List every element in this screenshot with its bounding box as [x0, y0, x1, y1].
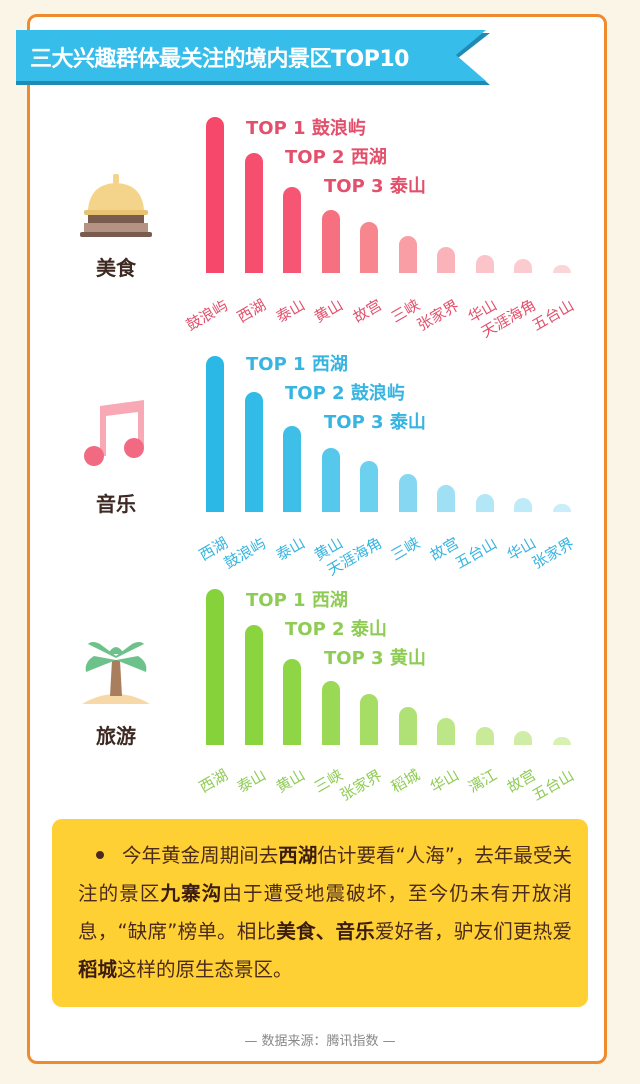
bar-food-4 [321, 210, 340, 273]
bar-music-6 [398, 474, 417, 512]
bar-travel-4 [321, 681, 340, 745]
note-text-segment: 估计要看“人海”，去年最受关注的景区 [78, 844, 572, 905]
top-rank-label-3: TOP 3 泰山 [324, 176, 426, 197]
bar-travel-10 [552, 737, 571, 745]
highlight-text: 稻城 [78, 958, 118, 981]
category-label-travel: 旅游 [96, 724, 136, 748]
bar-food-2 [244, 153, 263, 273]
title-banner: 三大兴趣群体最关注的境内景区TOP10 [16, 30, 490, 85]
top-rank-label-1: TOP 1 鼓浪屿 [246, 118, 366, 139]
bar-music-2 [244, 392, 263, 512]
bar-music-9 [514, 498, 532, 512]
bar-music-4 [321, 448, 340, 512]
top-rank-label-2: TOP 2 鼓浪屿 [285, 383, 405, 404]
bar-music-5 [360, 461, 378, 512]
top-rank-label-2: TOP 2 泰山 [285, 619, 387, 640]
page-title: 三大兴趣群体最关注的境内景区TOP10 [30, 47, 409, 72]
palm-tree-icon [78, 634, 154, 710]
bar-travel-6 [398, 707, 417, 745]
bar-travel-8 [475, 727, 494, 745]
bar-food-1 [206, 117, 224, 273]
service-bell-icon [78, 170, 154, 246]
bar-travel-3 [283, 659, 301, 745]
ribbon-shape [16, 30, 490, 85]
summary-note: 今年黄金周期间去西湖估计要看“人海”，去年最受关注的景区九寨沟由于遭受地震破坏，… [52, 819, 588, 1007]
bar-music-1 [206, 356, 224, 512]
bar-music-3 [283, 426, 301, 512]
note-text-segment: 今年黄金周期间去 [122, 844, 279, 867]
top-rank-label-3: TOP 3 泰山 [324, 412, 426, 433]
bar-music-8 [475, 494, 494, 512]
bar-food-3 [283, 187, 301, 273]
music-note-icon [78, 396, 154, 472]
bar-travel-9 [514, 731, 532, 745]
bar-music-10 [552, 504, 571, 512]
note-text-segment: 这样的原生态景区。 [117, 958, 293, 981]
data-source: — 数据来源：腾讯指数 — [244, 1034, 396, 1049]
summary-text: 今年黄金周期间去西湖估计要看“人海”，去年最受关注的景区九寨沟由于遭受地震破坏，… [78, 837, 572, 989]
top-rank-label-2: TOP 2 西湖 [285, 147, 387, 168]
bar-music-7 [437, 485, 455, 512]
bar-travel-1 [206, 589, 224, 745]
bar-food-9 [514, 259, 532, 273]
bar-food-5 [360, 222, 378, 273]
bar-travel-2 [244, 625, 263, 745]
top-rank-label-1: TOP 1 西湖 [246, 590, 348, 611]
bar-food-8 [475, 255, 494, 273]
bullet-icon [96, 850, 104, 859]
bar-food-10 [552, 265, 571, 273]
category-label-music: 音乐 [96, 492, 136, 516]
top-rank-label-3: TOP 3 黄山 [324, 648, 426, 669]
bar-food-6 [398, 236, 417, 273]
highlight-text: 西湖 [278, 844, 318, 867]
bar-food-7 [437, 247, 455, 273]
note-text-segment: 爱好者，驴友们更热爱 [374, 920, 572, 943]
top-rank-label-1: TOP 1 西湖 [246, 354, 348, 375]
bar-travel-7 [437, 718, 455, 745]
highlight-text: 美食、音乐 [276, 920, 375, 943]
highlight-text: 九寨沟 [160, 882, 223, 905]
note-text-segment: 由于遭受地震破坏，至今仍未有开放消息，“缺席”榜单。相比 [78, 882, 572, 943]
bar-travel-5 [360, 694, 378, 745]
category-label-food: 美食 [96, 256, 136, 280]
